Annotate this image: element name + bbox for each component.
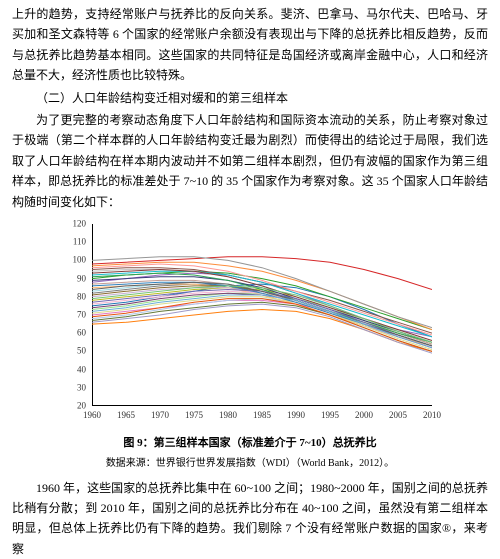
chart-caption: 图 9：第三组样本国家（标准差介于 7~10）总抚养比	[12, 434, 488, 453]
y-tick: 100	[73, 253, 87, 268]
y-tick: 50	[77, 344, 86, 359]
y-tick: 120	[73, 216, 87, 231]
x-tick: 1985	[253, 408, 271, 423]
x-tick: 1980	[219, 408, 237, 423]
chart-plot-area	[92, 224, 432, 406]
paragraph-2: 为了更完整的考察动态角度下人口年龄结构和国际资本流动的关系，防止考察对象过于极端…	[12, 110, 488, 212]
series-line	[92, 299, 432, 348]
paragraph-1: 上升的趋势，支持经常账户与抚养比的反向关系。斐济、巴拿马、马尔代夫、巴哈马、牙买…	[12, 4, 488, 86]
y-tick: 30	[77, 380, 86, 395]
x-tick: 1970	[151, 408, 169, 423]
dependency-ratio-chart: 2030405060708090100110120 19601965197019…	[60, 220, 440, 430]
x-tick: 2000	[355, 408, 373, 423]
x-axis: 1960196519701975198019851990199520002005…	[92, 408, 432, 424]
x-tick: 2005	[389, 408, 407, 423]
y-tick: 60	[77, 325, 86, 340]
y-tick: 70	[77, 307, 86, 322]
series-line	[92, 289, 432, 345]
x-tick: 1965	[117, 408, 135, 423]
y-tick: 40	[77, 362, 86, 377]
x-tick: 1990	[287, 408, 305, 423]
x-tick: 1995	[321, 408, 339, 423]
y-tick: 90	[77, 271, 86, 286]
section-title: （二）人口年龄结构变迁相对缓和的第三组样本	[12, 88, 488, 108]
chart-source: 数据来源：世界银行世界发展指数（WDI）（World Bank，2012）。	[12, 455, 488, 472]
x-tick: 1960	[83, 408, 101, 423]
y-tick: 110	[73, 234, 86, 249]
x-tick: 1975	[185, 408, 203, 423]
x-tick: 2010	[423, 408, 441, 423]
paragraph-3: 1960 年，这些国家的总抚养比集中在 60~100 之间；1980~2000 …	[12, 478, 488, 559]
y-axis: 2030405060708090100110120	[60, 220, 90, 406]
y-tick: 80	[77, 289, 86, 304]
chart-lines	[92, 224, 432, 406]
